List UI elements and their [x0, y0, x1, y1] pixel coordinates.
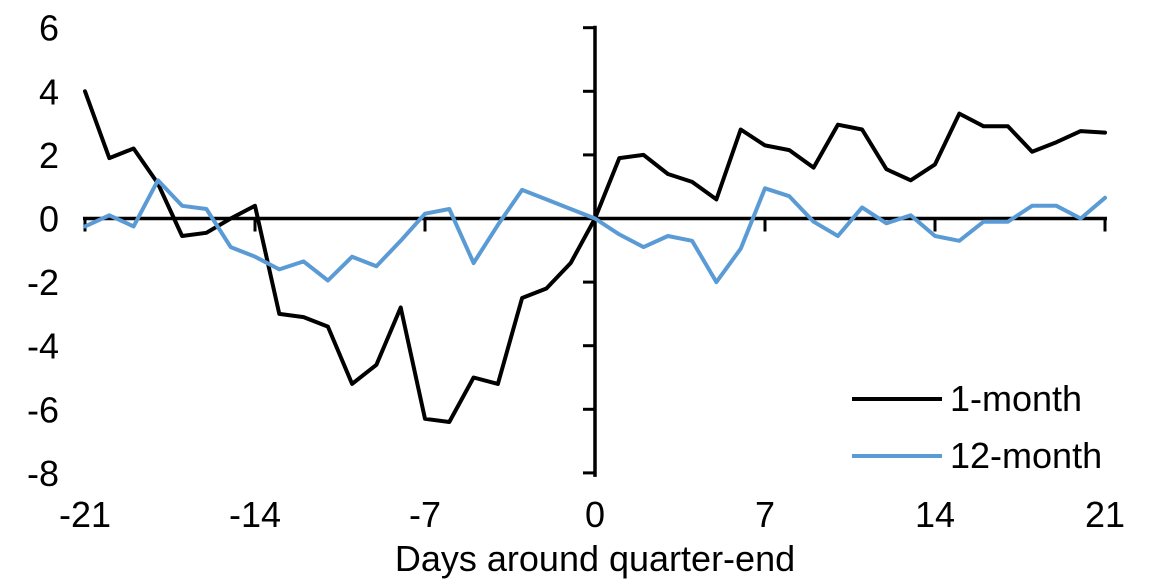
y-tick-label: 2: [39, 135, 59, 176]
legend-label-1-month: 1-month: [950, 378, 1082, 419]
x-tick-label: -14: [229, 494, 281, 535]
axes: -21 -14 -7 0 7 14 21 6 4 2 0 -2 -4 -6 -8: [27, 8, 1125, 535]
x-tick-label: 0: [585, 494, 605, 535]
y-tick-label: 4: [39, 71, 59, 112]
y-tick-label: -6: [27, 389, 59, 430]
x-tick-label: 21: [1085, 494, 1125, 535]
y-tick-label: -8: [27, 453, 59, 494]
series-line-12-month: [83, 178, 1107, 285]
legend-label-12-month: 12-month: [950, 435, 1102, 476]
legend: 1-month 12-month: [852, 378, 1102, 476]
series: [83, 89, 1107, 424]
y-tick-label: 6: [39, 8, 59, 49]
x-tick-label: 7: [755, 494, 775, 535]
y-tick-label: -2: [27, 262, 59, 303]
y-tick-label: 0: [39, 199, 59, 240]
x-tick-label: -21: [59, 494, 111, 535]
x-tick-label: -7: [409, 494, 441, 535]
y-tick-label: -4: [27, 326, 59, 367]
x-axis-title: Days around quarter-end: [395, 538, 795, 579]
x-tick-label: 14: [915, 494, 955, 535]
